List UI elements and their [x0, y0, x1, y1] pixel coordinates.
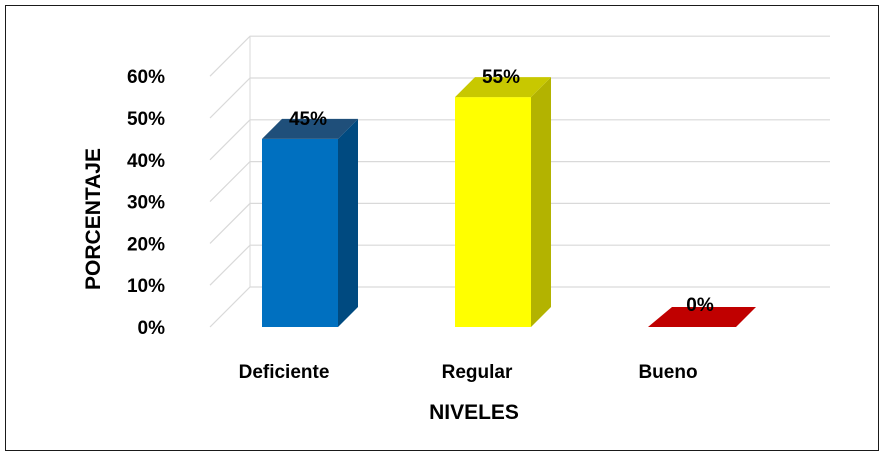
bar-flat [648, 307, 756, 327]
bar-regular [455, 77, 551, 327]
y-tick-label: 50% [127, 109, 165, 130]
x-tick-label: Deficiente [239, 362, 330, 383]
x-axis-title: NIVELES [429, 401, 519, 424]
gridline [209, 286, 830, 328]
x-tick-label: Regular [442, 362, 513, 383]
data-labels: 45% 55% 0% [289, 67, 714, 316]
data-label: 45% [289, 109, 327, 130]
gridline [209, 202, 830, 244]
gridline [209, 244, 830, 286]
bar-side [531, 77, 551, 327]
x-axis-categories: Deficiente Regular Bueno [239, 362, 698, 383]
bars [262, 77, 756, 328]
y-tick-label: 60% [127, 67, 165, 88]
bar-bueno [648, 307, 756, 327]
bar-side [338, 118, 358, 328]
gridline [209, 35, 830, 77]
gridline [209, 119, 830, 161]
gridline [209, 161, 830, 203]
y-tick-label: 40% [127, 151, 165, 172]
bar-front [455, 97, 531, 327]
y-axis-ticks: 0% 10% 20% 30% 40% 50% 60% [127, 67, 165, 339]
gridlines [209, 35, 830, 328]
y-tick-label: 20% [127, 234, 165, 255]
bar-deficiente [262, 118, 358, 328]
data-label: 55% [482, 67, 520, 88]
bar-top [262, 118, 358, 139]
chart-frame [5, 5, 879, 451]
y-tick-label: 30% [127, 193, 165, 214]
x-tick-label: Bueno [638, 362, 697, 383]
data-label: 0% [686, 295, 714, 316]
bar-top [455, 77, 551, 98]
y-tick-label: 0% [138, 318, 166, 339]
y-tick-label: 10% [127, 276, 165, 297]
bar-front [262, 138, 338, 327]
gridline [209, 77, 830, 119]
y-axis-title: PORCENTAJE [82, 148, 105, 290]
